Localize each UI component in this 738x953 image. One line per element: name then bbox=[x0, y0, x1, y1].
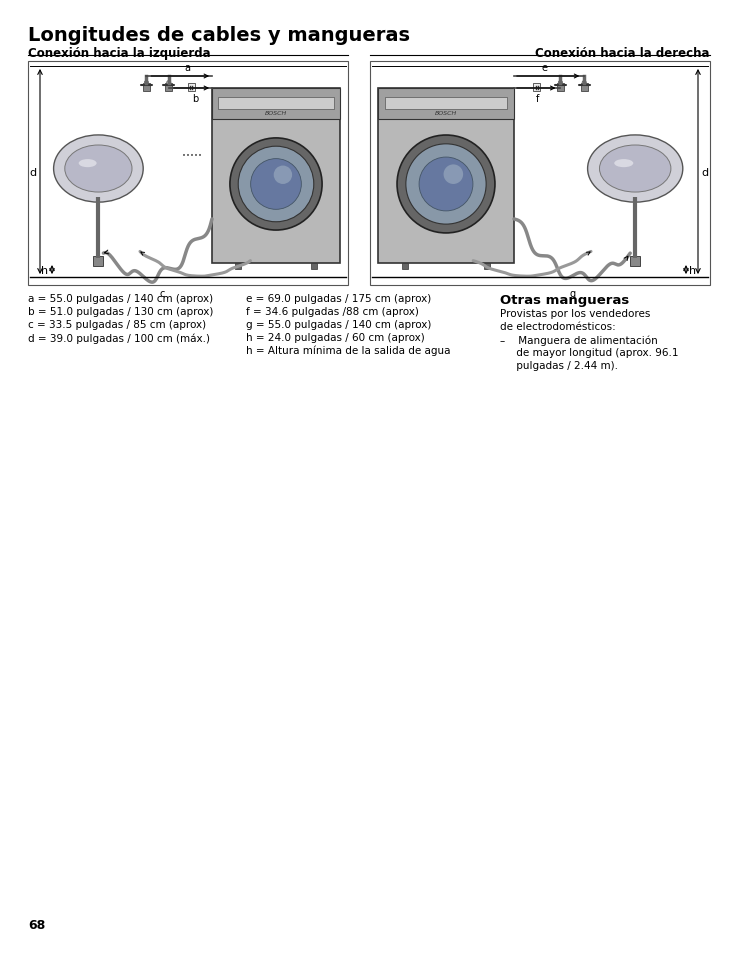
Text: BOSCH: BOSCH bbox=[265, 111, 287, 115]
Text: h: h bbox=[41, 265, 49, 275]
Text: f: f bbox=[536, 94, 539, 104]
Text: de electrodomésticos:: de electrodomésticos: bbox=[500, 322, 615, 332]
Text: Longitudes de cables y mangueras: Longitudes de cables y mangueras bbox=[28, 26, 410, 45]
Text: c: c bbox=[160, 289, 165, 299]
Circle shape bbox=[145, 81, 148, 86]
Bar bbox=[557, 84, 564, 91]
Bar bbox=[212, 89, 340, 120]
Text: Conexión hacia la derecha: Conexión hacia la derecha bbox=[536, 47, 710, 60]
Bar bbox=[143, 84, 150, 91]
Circle shape bbox=[238, 147, 314, 223]
Text: g: g bbox=[569, 289, 576, 298]
Text: BOSCH: BOSCH bbox=[435, 111, 457, 115]
Text: b: b bbox=[193, 94, 199, 104]
Bar bbox=[218, 97, 334, 110]
Bar bbox=[484, 263, 490, 270]
Text: de mayor longitud (aprox. 96.1: de mayor longitud (aprox. 96.1 bbox=[500, 348, 678, 357]
Text: b = 51.0 pulgadas / 130 cm (aprox): b = 51.0 pulgadas / 130 cm (aprox) bbox=[28, 307, 213, 316]
Circle shape bbox=[582, 81, 586, 86]
Ellipse shape bbox=[79, 160, 97, 168]
Ellipse shape bbox=[599, 146, 671, 193]
Text: h = Altura mínima de la salida de agua: h = Altura mínima de la salida de agua bbox=[246, 346, 450, 356]
Text: •••••: ••••• bbox=[182, 152, 202, 159]
Bar bbox=[630, 257, 640, 267]
Text: 68: 68 bbox=[28, 918, 45, 931]
Text: h: h bbox=[689, 265, 697, 275]
Ellipse shape bbox=[587, 135, 683, 203]
Circle shape bbox=[559, 81, 562, 86]
Bar bbox=[28, 62, 348, 286]
Text: g = 55.0 pulgadas / 140 cm (aprox): g = 55.0 pulgadas / 140 cm (aprox) bbox=[246, 319, 432, 330]
Circle shape bbox=[419, 158, 473, 212]
Text: –    Manguera de alimentación: – Manguera de alimentación bbox=[500, 335, 658, 345]
Ellipse shape bbox=[54, 135, 143, 203]
Text: e: e bbox=[541, 63, 547, 73]
Bar bbox=[402, 263, 408, 270]
FancyBboxPatch shape bbox=[212, 89, 340, 263]
Bar bbox=[311, 263, 317, 270]
Text: Conexión hacia la izquierda: Conexión hacia la izquierda bbox=[28, 47, 210, 60]
Circle shape bbox=[251, 159, 301, 210]
Bar bbox=[581, 84, 587, 91]
Bar bbox=[533, 84, 540, 91]
Ellipse shape bbox=[65, 146, 132, 193]
Text: h = 24.0 pulgadas / 60 cm (aprox): h = 24.0 pulgadas / 60 cm (aprox) bbox=[246, 333, 425, 343]
Text: pulgadas / 2.44 m).: pulgadas / 2.44 m). bbox=[500, 360, 618, 371]
Bar bbox=[165, 84, 172, 91]
Text: Provistas por los vendedores: Provistas por los vendedores bbox=[500, 309, 650, 318]
Circle shape bbox=[444, 165, 463, 185]
Bar bbox=[187, 84, 195, 91]
Bar bbox=[94, 257, 103, 267]
Text: d: d bbox=[701, 168, 708, 177]
Ellipse shape bbox=[614, 160, 633, 168]
Text: c = 33.5 pulgadas / 85 cm (aprox): c = 33.5 pulgadas / 85 cm (aprox) bbox=[28, 319, 206, 330]
Circle shape bbox=[167, 81, 171, 86]
Circle shape bbox=[230, 139, 322, 231]
Bar bbox=[370, 62, 710, 286]
Text: a = 55.0 pulgadas / 140 cm (aprox): a = 55.0 pulgadas / 140 cm (aprox) bbox=[28, 294, 213, 304]
Circle shape bbox=[274, 167, 292, 185]
Text: a: a bbox=[184, 63, 190, 73]
Circle shape bbox=[406, 145, 486, 225]
Text: Otras mangueras: Otras mangueras bbox=[500, 294, 630, 307]
Text: d = 39.0 pulgadas / 100 cm (máx.): d = 39.0 pulgadas / 100 cm (máx.) bbox=[28, 333, 210, 343]
Text: e = 69.0 pulgadas / 175 cm (aprox): e = 69.0 pulgadas / 175 cm (aprox) bbox=[246, 294, 431, 304]
Text: f = 34.6 pulgadas /88 cm (aprox): f = 34.6 pulgadas /88 cm (aprox) bbox=[246, 307, 419, 316]
Bar bbox=[235, 263, 241, 270]
FancyBboxPatch shape bbox=[378, 89, 514, 263]
Bar bbox=[378, 89, 514, 120]
Circle shape bbox=[397, 136, 495, 233]
Text: d: d bbox=[30, 168, 37, 177]
Bar bbox=[384, 97, 507, 110]
